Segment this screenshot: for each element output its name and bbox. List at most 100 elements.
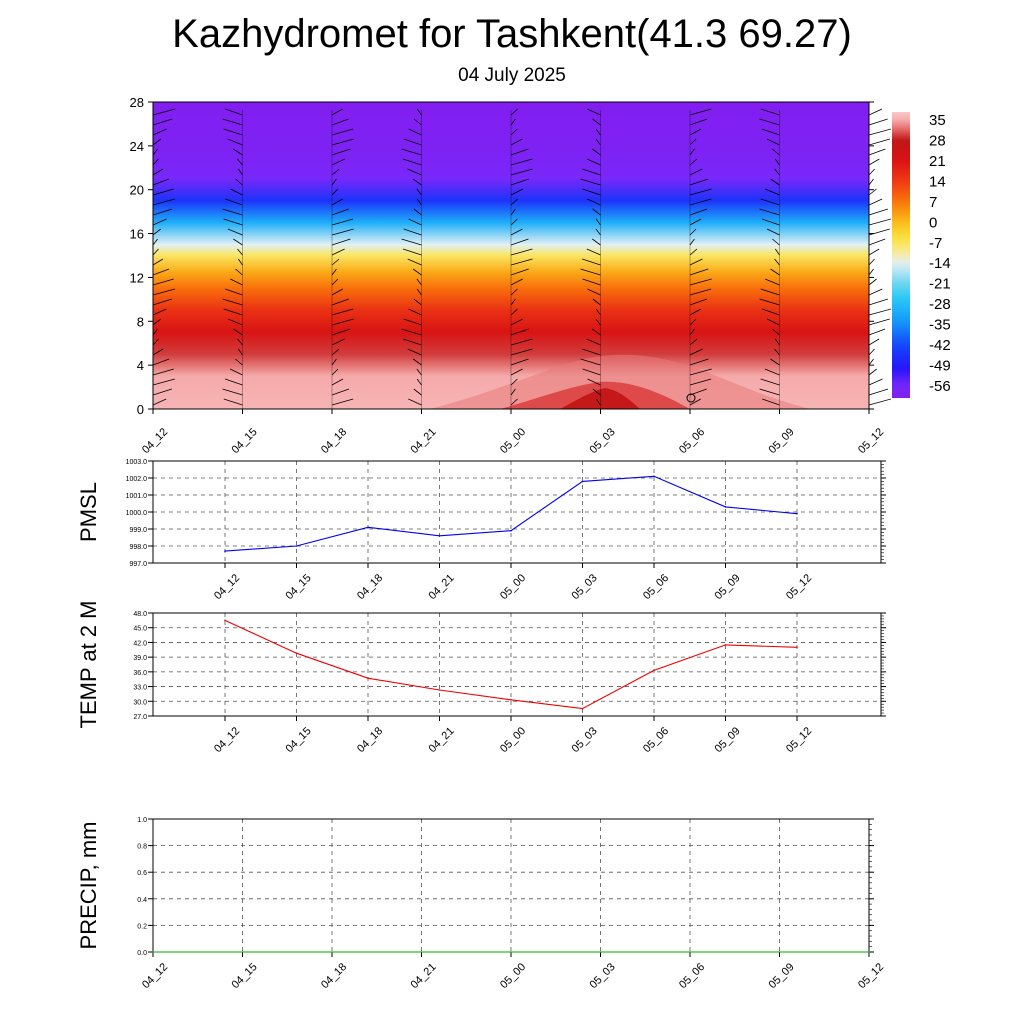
wind-barb <box>689 248 698 256</box>
wind-barb <box>222 388 243 396</box>
data-point <box>510 529 512 532</box>
chart-title: Kazhydromet for Tashkent(41.3 69.27) <box>172 12 852 56</box>
wind-barb <box>331 368 339 376</box>
wind-barb <box>510 108 518 116</box>
wind-barb <box>689 228 697 236</box>
wind-barb <box>580 178 601 186</box>
wind-barb <box>868 298 889 306</box>
wind-barb <box>510 338 533 346</box>
wind-barb <box>586 158 601 166</box>
wind-barb <box>770 178 780 186</box>
wind-barb <box>868 108 883 116</box>
y-tick-label: 39.0 <box>133 655 147 662</box>
wind-barb <box>152 178 170 186</box>
colorbar-label: -35 <box>929 317 951 334</box>
wind-barb <box>237 338 243 346</box>
wind-barb <box>222 208 243 216</box>
wind-barb <box>595 228 601 236</box>
wind-barb <box>510 378 518 386</box>
wind-barb <box>592 388 601 396</box>
wind-barb <box>331 208 349 216</box>
wind-barb <box>689 148 695 156</box>
wind-barb <box>401 148 422 156</box>
wind-barb <box>868 368 877 376</box>
y-tick-label: 0 <box>137 402 144 417</box>
wind-barb <box>868 288 883 296</box>
y-tick-label: 1002.0 <box>126 476 148 483</box>
y-tick-label: 16 <box>130 227 144 242</box>
wind-barb <box>868 378 883 386</box>
data-point <box>724 506 727 508</box>
y-tick-label: 997.0 <box>129 561 147 568</box>
wind-barb <box>331 278 339 286</box>
wind-barb <box>331 228 354 236</box>
x-tick-label: 05_03 <box>588 426 618 456</box>
data-point <box>224 619 226 622</box>
wind-barb <box>868 258 875 266</box>
wind-barb <box>510 308 518 316</box>
wind-barb <box>772 328 780 336</box>
wind-barb <box>689 278 712 286</box>
data-point <box>331 951 333 953</box>
wind-barb <box>408 128 422 136</box>
pmsl-panel: 997.0 998.0 999.0 1000.0 1001.0 1002.0 1003.0 0… <box>76 459 886 602</box>
wind-barb <box>689 398 701 406</box>
wind-barb <box>227 318 243 326</box>
wind-barb <box>152 308 167 316</box>
colorbar-label: -28 <box>929 296 951 313</box>
panel-frame <box>152 460 882 564</box>
x-tick-label: 04_12 <box>140 961 170 991</box>
wind-barb <box>760 108 780 116</box>
wind-barb <box>331 218 354 226</box>
wind-barb <box>412 178 422 186</box>
wind-barb <box>510 368 523 376</box>
wind-barb <box>510 188 524 196</box>
wind-barb <box>412 268 422 276</box>
wind-barb <box>222 118 243 126</box>
wind-barb <box>580 358 601 366</box>
wind-barb <box>580 268 601 276</box>
wind-barb <box>152 378 175 386</box>
wind-barb <box>413 388 422 396</box>
wind-barb <box>762 308 780 316</box>
x-tick-label: 04_21 <box>409 426 439 456</box>
wind-barb <box>331 378 344 386</box>
wind-barb <box>413 298 422 306</box>
wind-barb <box>510 248 533 256</box>
wind-barb <box>416 198 422 206</box>
colorbar-labels: 35 28 21 14 7 0 -7 -14 -21 -28 -35 -42 -49 -56 <box>929 112 951 395</box>
wind-barb <box>233 148 243 156</box>
wind-barb <box>868 338 880 346</box>
y-tick-label: 8 <box>137 314 144 329</box>
wind-barb <box>331 388 350 396</box>
wind-barb <box>402 158 422 166</box>
y-tick-label: 0.6 <box>137 870 147 877</box>
wind-barb <box>689 178 709 186</box>
wind-barb <box>689 348 703 356</box>
data-point <box>653 669 655 672</box>
wind-barb <box>510 298 516 306</box>
wind-barb <box>331 328 351 336</box>
data-point <box>724 644 727 646</box>
wind-barb <box>774 258 780 266</box>
x-tick-label: 04_15 <box>284 572 314 602</box>
colorbar-label: 7 <box>929 194 937 211</box>
wind-barb <box>152 348 164 356</box>
wind-barb <box>225 288 243 296</box>
wind-barb <box>408 308 422 316</box>
colorbar-label: -56 <box>929 378 951 395</box>
y-tick-label: 30.0 <box>133 699 147 706</box>
wind-barb <box>510 158 533 166</box>
wind-barb <box>152 148 158 156</box>
wind-barb <box>689 368 712 376</box>
wind-barb <box>416 378 422 386</box>
wind-barb <box>510 318 523 326</box>
wind-barb <box>774 168 780 176</box>
y-tick-label: 27.0 <box>133 714 147 721</box>
data-point <box>438 535 441 537</box>
wind-barb <box>587 378 601 386</box>
y-tick-label: 42.0 <box>133 640 147 647</box>
colorbar-label: -21 <box>929 276 951 293</box>
x-tick-label: 05_12 <box>784 572 814 602</box>
wind-barb <box>760 288 780 296</box>
